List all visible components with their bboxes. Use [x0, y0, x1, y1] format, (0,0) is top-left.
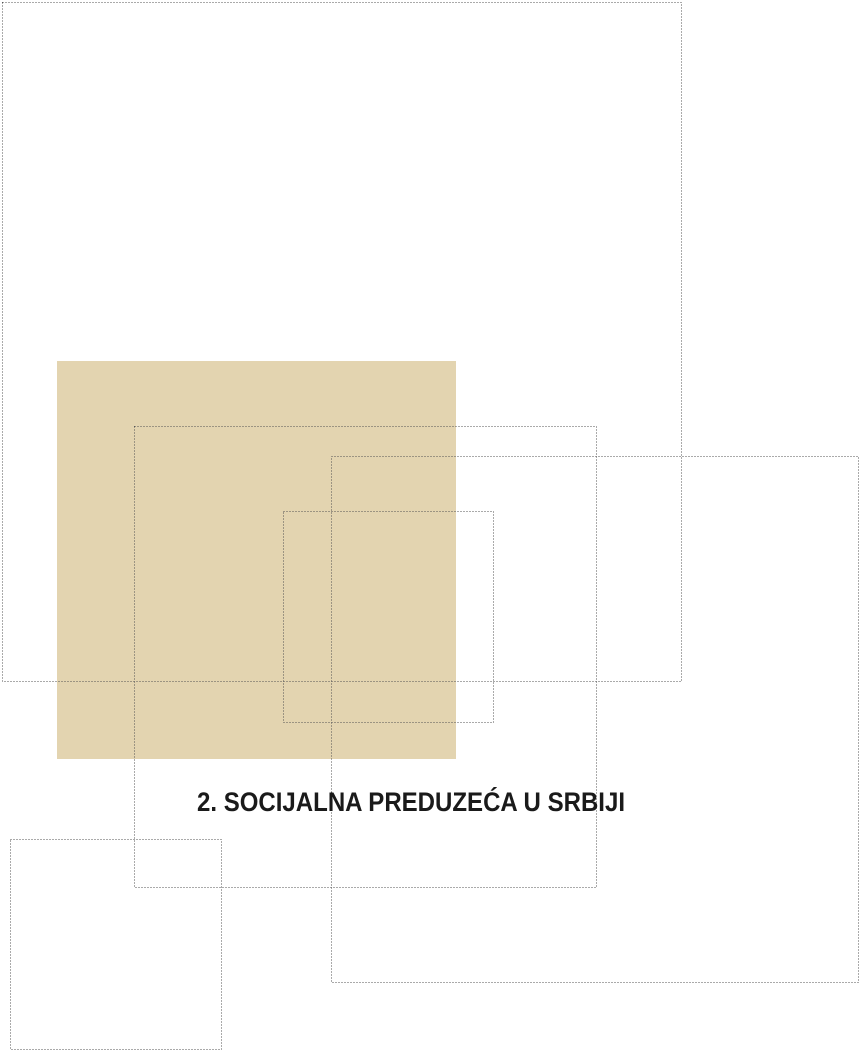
- chapter-heading: 2. SOCIJALNA PREDUZEĆA U SRBIJI: [197, 786, 625, 817]
- frame: [134, 426, 597, 888]
- frame: [283, 511, 494, 723]
- frame: [331, 456, 859, 983]
- frame: [2, 2, 682, 682]
- accent-block: [57, 361, 456, 759]
- frame: [10, 839, 222, 1050]
